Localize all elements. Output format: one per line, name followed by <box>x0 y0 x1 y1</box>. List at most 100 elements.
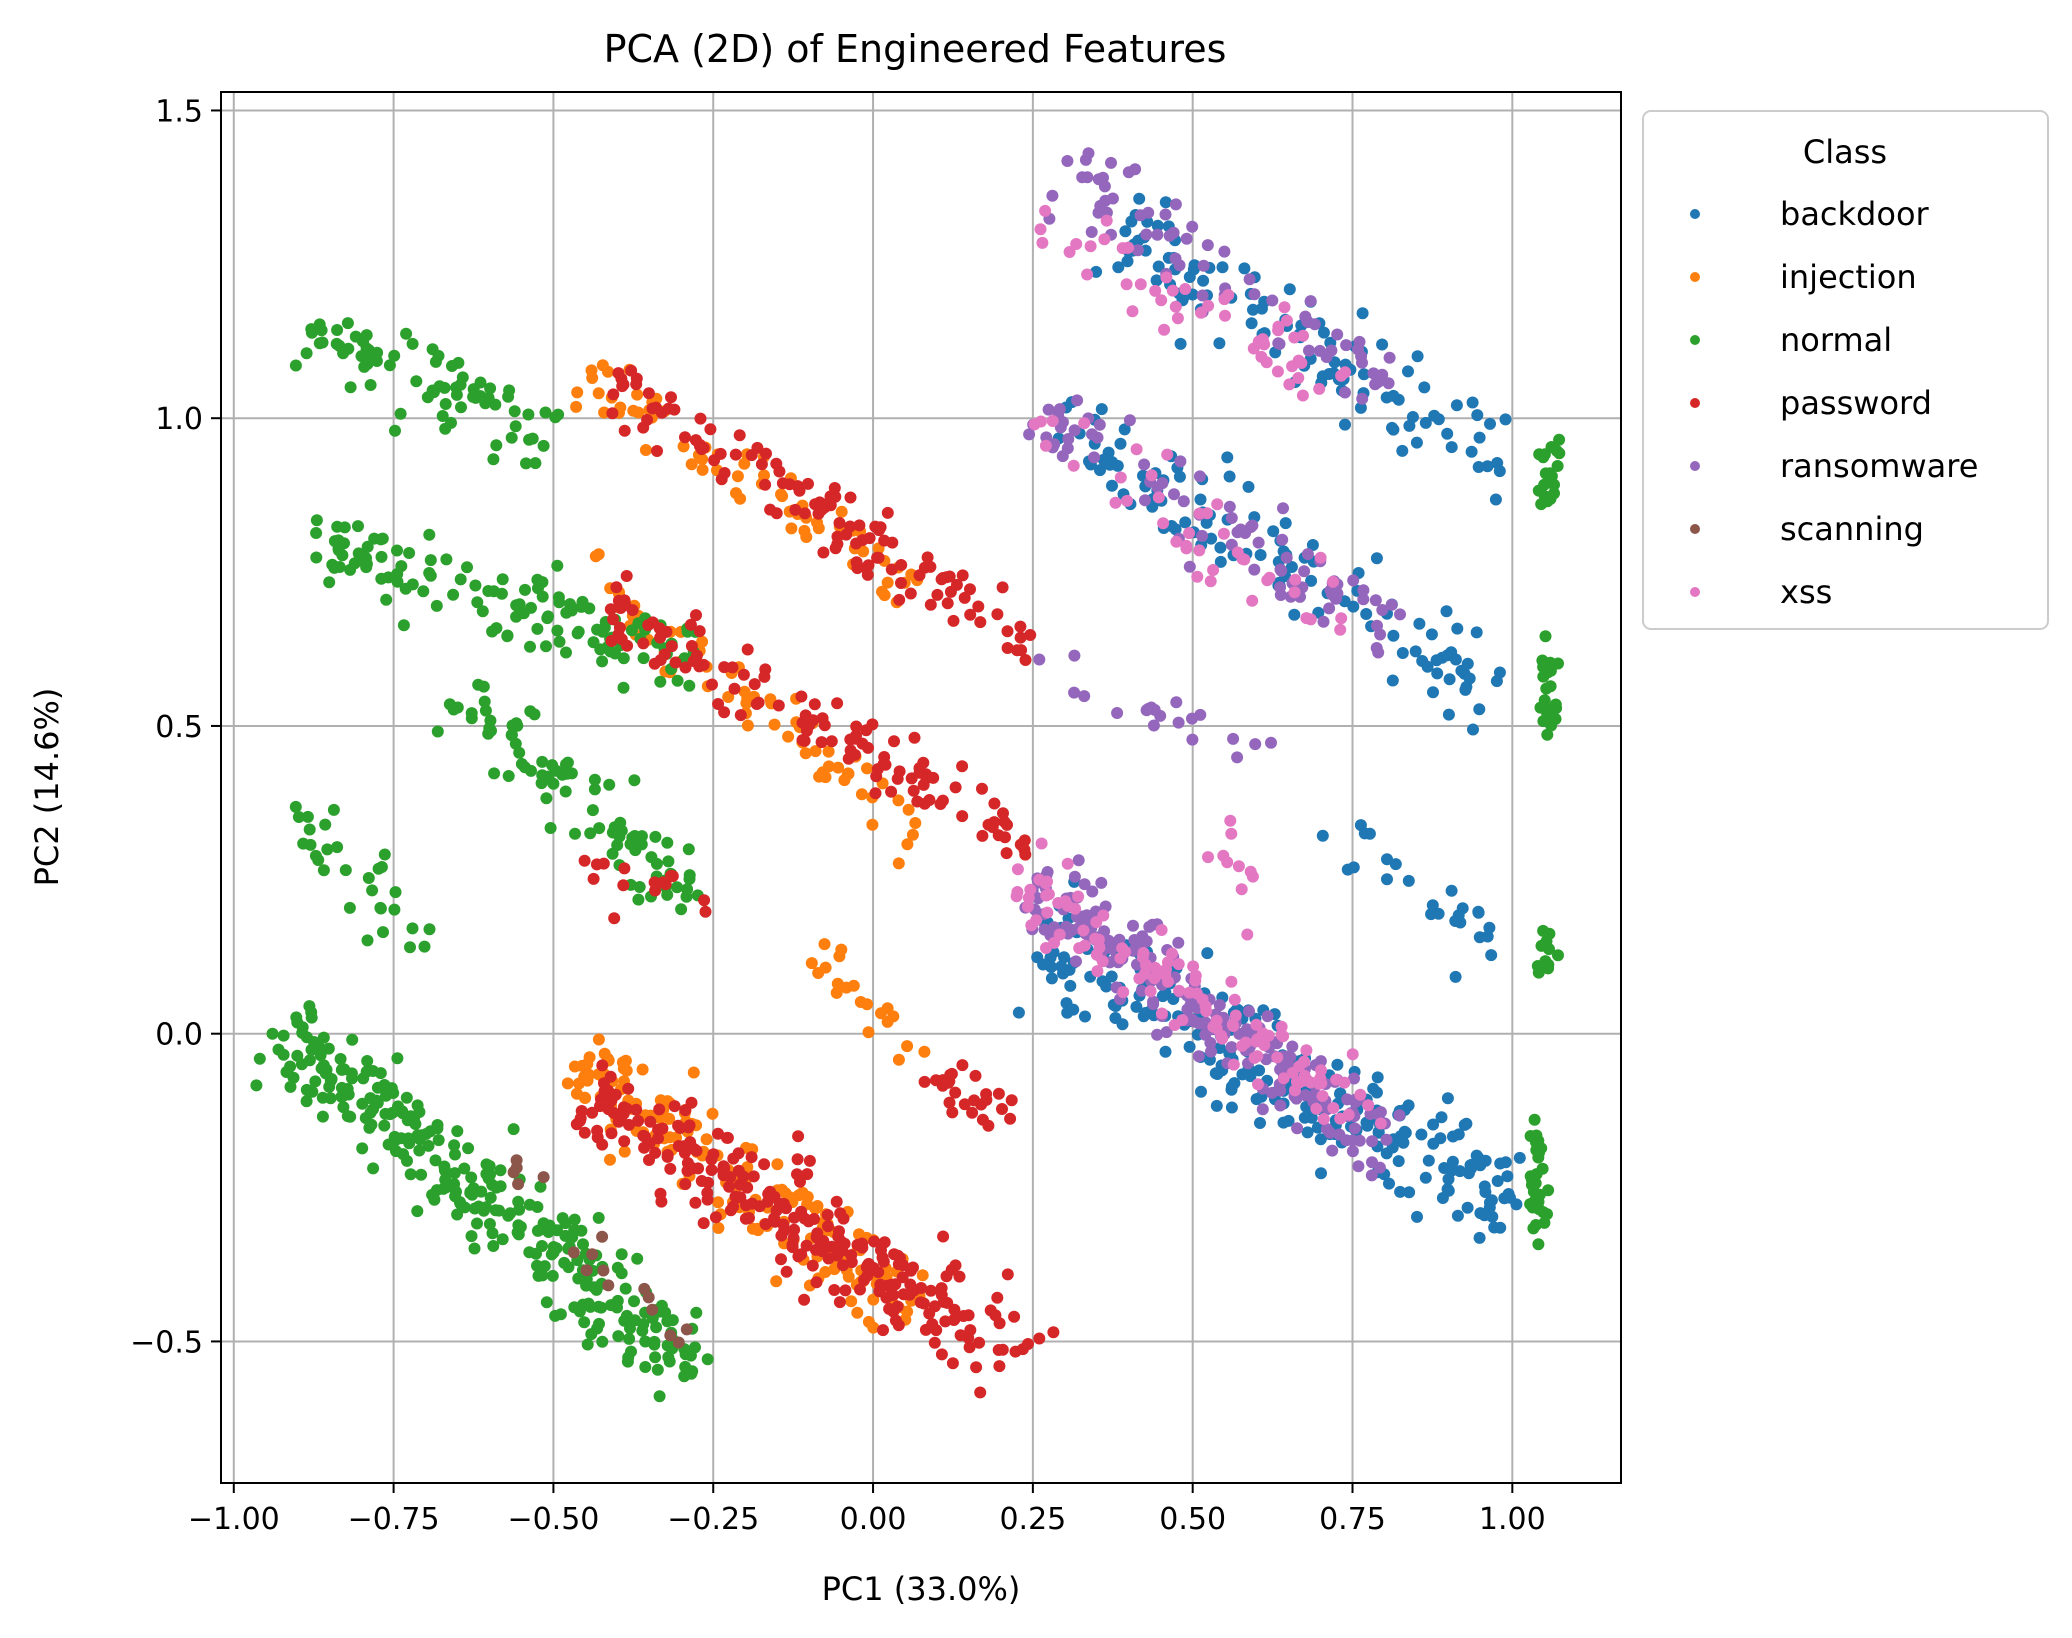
legend-item-injection: injection <box>1690 258 1917 296</box>
data-point <box>1130 1000 1143 1013</box>
data-point <box>1383 1177 1395 1190</box>
data-point <box>356 1142 369 1155</box>
data-point <box>806 1259 819 1272</box>
data-point <box>604 1070 617 1083</box>
data-point <box>992 1087 1005 1100</box>
data-point <box>323 576 336 589</box>
data-point <box>1190 987 1203 1000</box>
data-point <box>577 1238 589 1251</box>
data-point <box>440 1181 453 1194</box>
data-point <box>686 1162 698 1175</box>
data-point <box>627 404 640 417</box>
data-point <box>636 1324 649 1337</box>
data-point <box>1532 1151 1545 1164</box>
data-point <box>1440 605 1453 618</box>
data-point <box>1119 225 1132 238</box>
data-point <box>1134 209 1147 222</box>
data-point <box>630 372 643 385</box>
data-point <box>589 550 602 563</box>
data-point <box>681 883 694 896</box>
data-point <box>918 1075 931 1088</box>
data-point <box>1313 382 1326 395</box>
data-point <box>1131 244 1144 257</box>
data-point <box>1513 1151 1526 1164</box>
data-point <box>338 1063 351 1076</box>
data-point <box>684 1136 697 1149</box>
data-point <box>1371 619 1383 632</box>
data-point <box>362 872 375 884</box>
data-point <box>1014 631 1027 644</box>
data-point <box>1189 974 1202 987</box>
data-point <box>1275 564 1288 577</box>
data-point <box>934 798 947 810</box>
x-axis-label: PC1 (33.0%) <box>822 1570 1021 1608</box>
data-point <box>561 756 574 769</box>
data-point <box>1365 1169 1378 1182</box>
data-point <box>1061 155 1074 167</box>
data-point <box>1529 1177 1542 1190</box>
data-point <box>672 1336 685 1349</box>
data-point <box>881 506 894 519</box>
data-point <box>1315 1167 1327 1180</box>
data-point <box>598 1085 611 1098</box>
data-point <box>587 872 600 885</box>
data-point <box>1298 565 1311 578</box>
data-point <box>1216 1032 1229 1045</box>
data-point <box>809 745 822 758</box>
data-point <box>617 681 630 694</box>
data-point <box>1473 431 1486 444</box>
data-point <box>956 569 969 582</box>
data-point <box>458 1162 471 1175</box>
data-point <box>487 1240 500 1252</box>
data-point <box>1465 1162 1478 1175</box>
data-point <box>423 528 436 541</box>
legend-item-normal: normal <box>1690 321 1892 359</box>
data-point <box>1193 544 1206 557</box>
data-point <box>1081 268 1094 281</box>
data-point <box>943 570 956 583</box>
legend-marker <box>1690 398 1700 408</box>
data-point <box>1196 289 1209 302</box>
data-point <box>331 520 344 533</box>
data-point <box>1473 1231 1486 1244</box>
data-point <box>1067 1003 1080 1016</box>
data-point <box>483 1218 496 1230</box>
data-point <box>1455 664 1468 677</box>
data-point <box>705 1164 718 1176</box>
data-point <box>1471 409 1484 422</box>
data-point <box>493 1204 505 1217</box>
data-point <box>1356 392 1369 405</box>
data-point <box>367 1162 380 1175</box>
data-point <box>536 755 549 768</box>
data-point <box>448 1139 461 1152</box>
data-point <box>583 602 596 615</box>
data-point <box>853 519 866 532</box>
data-point <box>891 1300 904 1313</box>
data-point <box>1317 615 1330 628</box>
data-point <box>1441 1183 1454 1196</box>
data-point <box>963 1341 976 1354</box>
legend-label: password <box>1780 384 1932 422</box>
data-point <box>415 1168 428 1181</box>
data-point <box>1064 979 1077 992</box>
data-point <box>661 1149 674 1161</box>
data-point <box>627 831 640 844</box>
data-point <box>1450 399 1463 412</box>
data-point <box>780 1265 793 1278</box>
data-point <box>809 1243 822 1256</box>
data-point <box>851 562 864 575</box>
data-point <box>812 522 825 535</box>
data-point <box>580 1264 593 1277</box>
y-tick-label: 0.0 <box>155 1018 203 1053</box>
data-point <box>536 576 549 589</box>
data-point <box>617 1062 630 1075</box>
data-point <box>1205 532 1218 545</box>
data-point <box>403 1137 416 1150</box>
data-point <box>579 1092 592 1104</box>
data-point <box>629 1314 641 1327</box>
data-point <box>858 1274 870 1286</box>
data-point <box>1225 512 1238 524</box>
data-point <box>453 1196 466 1209</box>
data-point <box>1063 246 1076 258</box>
data-point <box>1068 424 1081 437</box>
